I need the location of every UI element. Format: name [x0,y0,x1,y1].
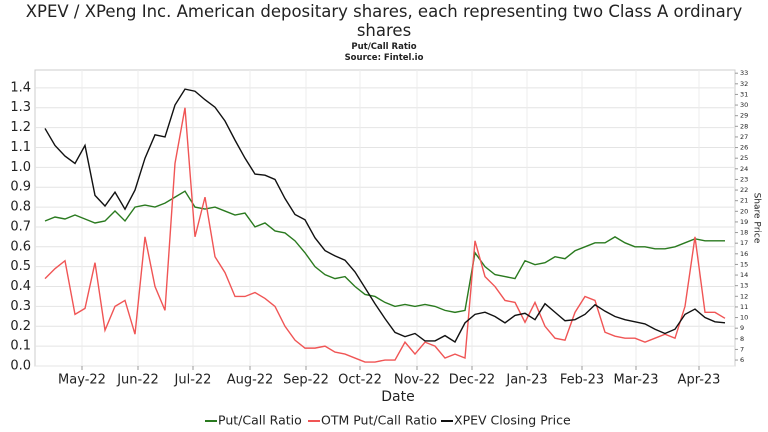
y2-tick-label: 27 [740,133,748,141]
y2-axis-label: Share Price [752,193,762,244]
y-tick-label: 0.8 [10,200,31,215]
y2-tick-label: 25 [740,154,748,162]
y2-tick-label: 33 [740,69,748,77]
y2-tick-label: 7 [740,345,744,353]
legend-label: Put/Call Ratio [218,413,302,428]
x-tick-label: Mar-23 [614,373,659,388]
y-tick-label: 0.2 [10,319,31,334]
x-tick-label: Feb-23 [560,373,604,388]
y2-tick-label: 32 [740,80,748,88]
x-tick-label: Jul-22 [174,373,212,388]
y2-tick-label: 21 [740,197,748,205]
y2-tick-label: 17 [740,239,748,247]
y2-tick-label: 29 [740,112,748,120]
y-tick-label: 0.1 [10,339,31,354]
y-tick-label: 0.3 [10,299,31,314]
y-tick-label: 0.9 [10,180,31,195]
y2-tick-label: 19 [740,218,748,226]
subtitle: Put/Call Ratio [351,42,417,52]
legend-label: OTM Put/Call Ratio [321,413,437,428]
x-tick-label: Jun-22 [116,373,159,388]
y-tick-label: 0.7 [10,219,31,234]
x-tick-label: Oct-22 [338,373,382,388]
x-tick-label: Aug-22 [227,373,274,388]
y2-tick-label: 16 [740,250,748,258]
y2-tick-label: 24 [740,165,748,173]
y2-tick-label: 20 [740,207,748,215]
series-line [44,107,726,363]
y2-tick-label: 18 [740,229,748,237]
y2-tick-label: 8 [740,335,744,343]
y2-tick-label: 30 [740,101,748,109]
y-tick-label: 1.4 [10,80,31,95]
y2-tick-label: 13 [740,282,748,290]
source: Source: Fintel.io [344,53,424,63]
y2-tick-label: 12 [740,292,748,300]
y-tick-label: 0.4 [10,279,31,294]
y-tick-label: 0.6 [10,239,31,254]
x-axis-label: Date [381,389,414,405]
y-tick-label: 1.1 [10,140,31,155]
legend-label: XPEV Closing Price [454,413,571,428]
chart-title: XPEV / XPeng Inc. American depositary sh… [25,2,743,40]
y2-tick-label: 22 [740,186,748,194]
y2-tick-label: 11 [740,303,748,311]
y-tick-label: 0.0 [10,359,31,374]
y-tick-label: 1.0 [10,160,31,175]
y-tick-label: 1.2 [10,120,31,135]
x-tick-label: May-22 [58,373,106,388]
y2-tick-label: 23 [740,175,748,183]
series-line [44,88,726,343]
y2-tick-label: 9 [740,324,744,332]
y2-tick-label: 14 [740,271,748,279]
y2-tick-label: 10 [740,314,748,322]
y2-tick-label: 15 [740,260,748,268]
x-tick-label: Apr-23 [678,373,721,388]
x-tick-label: Nov-22 [394,373,440,388]
y2-tick-label: 6 [740,356,744,364]
y2-tick-label: 31 [740,90,748,98]
y-tick-label: 0.5 [10,259,31,274]
y2-tick-label: 28 [740,122,748,130]
x-tick-label: Jan-23 [505,373,547,388]
y-tick-label: 1.3 [10,100,31,115]
subtitle-block: Put/Call Ratio Source: Fintel.io [0,42,768,64]
plot-area [34,69,736,367]
series-line [44,190,725,314]
x-tick-label: Dec-22 [449,373,495,388]
x-tick-label: Sep-22 [283,373,329,388]
y2-tick-label: 26 [740,144,748,152]
